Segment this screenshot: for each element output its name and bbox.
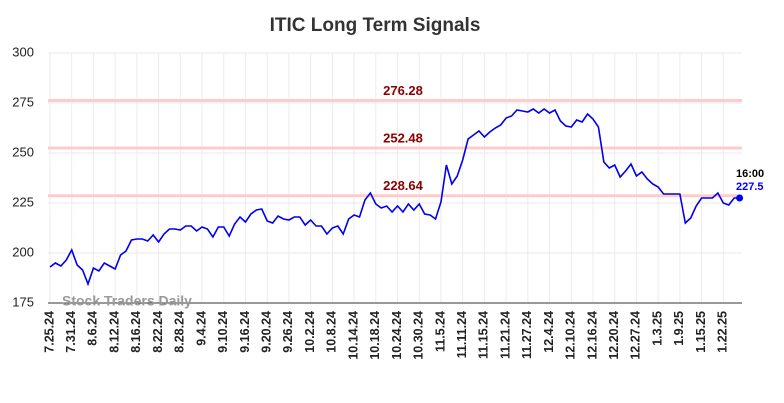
x-tick-label: 8.12.24 xyxy=(107,311,121,353)
x-tick-label: 9.4.24 xyxy=(194,311,208,346)
x-tick-label: 9.20.24 xyxy=(259,311,273,353)
x-tick-label: 1.9.25 xyxy=(672,311,686,346)
x-tick-label: 12.27.24 xyxy=(629,311,643,360)
watermark: Stock Traders Daily xyxy=(62,293,192,309)
x-tick-label: 11.15.24 xyxy=(477,311,491,359)
x-tick-label: 1.22.25 xyxy=(716,311,730,353)
x-tick-label: 11.5.24 xyxy=(433,311,447,352)
x-tick-label: 1.15.25 xyxy=(694,311,708,353)
x-tick-label: 7.31.24 xyxy=(64,311,78,353)
x-tick-label: 12.20.24 xyxy=(607,311,621,360)
x-tick-label: 11.27.24 xyxy=(520,311,534,359)
y-tick-label: 200 xyxy=(12,244,34,259)
reference-label: 276.28 xyxy=(383,83,423,98)
x-tick-label: 9.16.24 xyxy=(238,311,252,353)
y-tick-label: 250 xyxy=(12,144,34,159)
y-tick-label: 175 xyxy=(12,294,34,309)
x-tick-label: 10.24.24 xyxy=(390,311,404,360)
reference-label: 252.48 xyxy=(383,130,423,145)
x-tick-label: 10.14.24 xyxy=(346,311,360,360)
x-tick-label: 9.10.24 xyxy=(216,311,230,353)
y-tick-label: 275 xyxy=(12,94,34,109)
y-tick-label: 300 xyxy=(12,44,34,59)
x-tick-label: 12.16.24 xyxy=(585,311,599,360)
chart-title: ITIC Long Term Signals xyxy=(270,15,481,36)
last-value: 227.5 xyxy=(736,181,764,193)
x-tick-label: 8.22.24 xyxy=(151,311,165,353)
reference-label: 228.64 xyxy=(383,178,424,193)
x-tick-label: 8.28.24 xyxy=(173,311,187,353)
x-tick-label: 8.16.24 xyxy=(129,311,143,353)
last-time: 16:00 xyxy=(736,168,764,180)
x-tick-label: 10.18.24 xyxy=(368,311,382,360)
x-tick-label: 8.6.24 xyxy=(86,311,100,346)
x-tick-label: 12.10.24 xyxy=(564,311,578,360)
x-tick-label: 11.21.24 xyxy=(498,311,512,359)
y-tick-label: 225 xyxy=(12,194,34,209)
x-tick-label: 1.3.25 xyxy=(650,311,664,346)
series-line xyxy=(49,108,740,287)
last-point xyxy=(736,194,744,202)
x-tick-label: 10.30.24 xyxy=(412,311,426,360)
x-tick-label: 11.11.24 xyxy=(455,311,469,358)
x-tick-label: 9.26.24 xyxy=(281,311,295,353)
x-tick-label: 10.8.24 xyxy=(325,311,339,353)
x-tick-label: 7.25.24 xyxy=(42,311,56,353)
x-tick-label: 10.2.24 xyxy=(303,311,317,353)
x-tick-label: 12.4.24 xyxy=(542,311,556,353)
